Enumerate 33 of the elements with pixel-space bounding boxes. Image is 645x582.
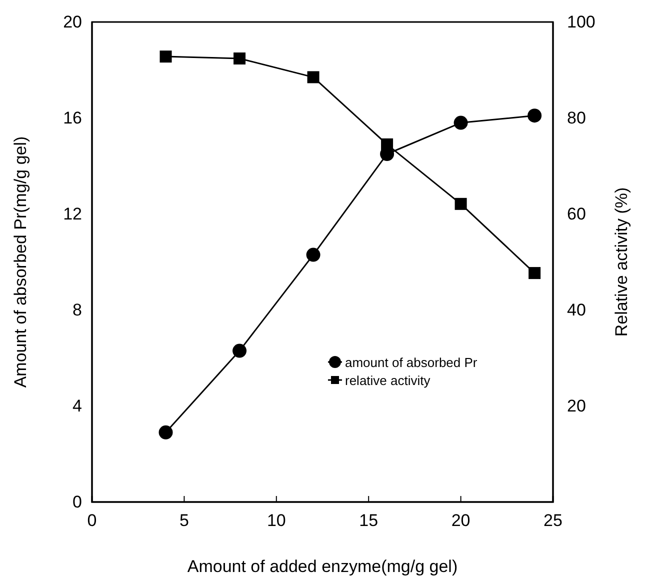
y2-tick-label: 20: [567, 396, 586, 416]
x-tick-label: 15: [359, 511, 378, 530]
point: [234, 52, 246, 64]
point: [307, 71, 320, 84]
point: [528, 267, 541, 280]
y-tick-label: 0: [72, 492, 82, 512]
x-tick-label: 20: [451, 511, 470, 530]
point: [232, 344, 247, 358]
y-tick-label: 4: [72, 396, 82, 416]
y-tick-label: 20: [63, 12, 82, 32]
legend-label: amount of absorbed Pr: [345, 355, 478, 370]
y2-axis-title: Relative activity (%): [612, 187, 631, 337]
y2-tick-label: 40: [567, 300, 586, 320]
point: [454, 116, 468, 130]
x-axis-title: Amount of added enzyme(mg/g gel): [187, 557, 458, 576]
y-tick-label: 8: [72, 300, 82, 320]
point: [381, 138, 394, 150]
y2-tick-label: 100: [567, 12, 596, 32]
point: [454, 198, 467, 210]
x-tick-label: 0: [87, 511, 97, 530]
y2-tick-label: 80: [567, 108, 586, 128]
point: [528, 108, 542, 123]
point: [158, 425, 173, 440]
x-tick-label: 5: [179, 511, 189, 530]
x-tick-label: 25: [544, 511, 562, 530]
y-axis-title: Amount of absorbed Pr(mg/g gel): [11, 136, 30, 388]
point: [306, 248, 320, 262]
y-tick-label: 16: [63, 108, 82, 128]
point: [160, 50, 172, 63]
x-tick-label: 10: [266, 511, 286, 530]
legend-label: relative activity: [345, 373, 431, 388]
y-tick-label: 12: [63, 204, 82, 224]
y2-tick-label: 60: [567, 204, 586, 224]
